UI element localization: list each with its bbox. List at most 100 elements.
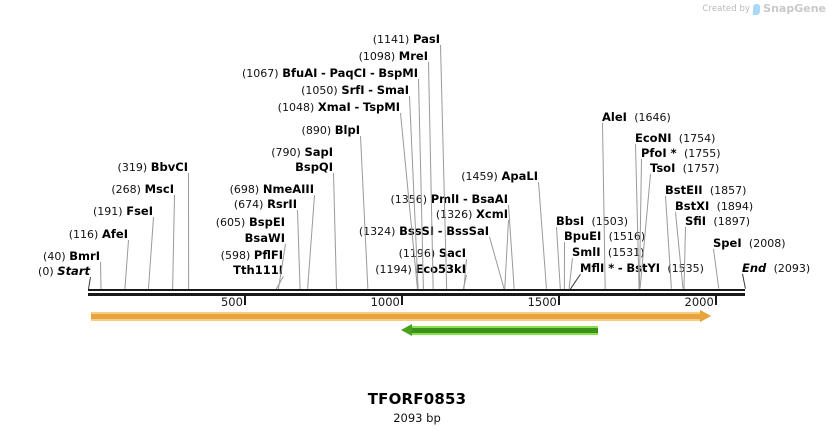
site-name: MscI — [144, 182, 174, 196]
site-label-191: (191) FseI — [93, 205, 153, 218]
sequence-name: TFORF0853 — [367, 390, 467, 408]
site-name: ApaLI — [501, 169, 539, 183]
site-position: (1048) — [277, 101, 315, 114]
site-name: PfoI * — [641, 146, 677, 160]
ruler-tick — [243, 296, 246, 305]
site-label-1459: (1459) ApaLI — [461, 170, 538, 183]
ruler-bar-bottom — [88, 293, 745, 296]
site-label-1516: BpuEI (1516) — [564, 230, 645, 243]
marker-label-end: End (2093) — [742, 262, 810, 275]
site-name: BstXI — [675, 199, 710, 213]
site-name: BspMI — [378, 66, 418, 80]
site-label-605: (605) BspEI — [216, 216, 285, 229]
ruler-tick — [557, 296, 560, 305]
credit-brand: SnapGene — [763, 2, 826, 15]
name-separator: - — [369, 66, 375, 80]
site-name: SrfI — [341, 83, 365, 97]
site-label-1141: (1141) PasI — [373, 33, 440, 46]
site-position: (790) — [271, 146, 301, 159]
site-name: AleI — [602, 110, 627, 124]
site-label-2008: SpeI (2008) — [713, 237, 785, 250]
site-label-890: (890) BlpI — [302, 124, 360, 137]
site-position: (1067) — [242, 67, 279, 80]
site-position: (1755) — [683, 147, 721, 160]
site-position: (605) — [215, 216, 246, 229]
site-label-116: (116) AfeI — [69, 228, 128, 241]
site-label-1067: (1067) BfuAI - PaqCI - BspMI — [242, 67, 418, 80]
marker-label-start: (0) Start — [38, 265, 90, 278]
site-name: Start — [57, 264, 90, 278]
site-name: TspMI — [362, 100, 400, 114]
site-label-598b: Tth111I — [233, 264, 283, 276]
site-name: RsrII — [267, 197, 297, 211]
site-position: (674) — [233, 198, 264, 211]
site-name: MflI * — [580, 261, 615, 275]
site-name: FseI — [126, 204, 153, 218]
feature-arrow-forward[interactable] — [91, 310, 711, 322]
site-label-1897: SfiI (1897) — [685, 215, 750, 228]
site-name: BbsI — [556, 214, 585, 228]
site-name: NmeAIII — [262, 182, 314, 196]
site-label-1048: (1048) XmaI - TspMI — [278, 101, 400, 114]
site-label-790: (790) SapI — [271, 146, 333, 159]
site-label-790b: BspQI — [295, 161, 333, 173]
site-label-319: (319) BbvCI — [118, 161, 188, 174]
site-position: (1897) — [713, 215, 750, 228]
ruler-tick-label: 1500 — [527, 295, 557, 309]
site-name: BstEII — [665, 183, 703, 197]
site-name: PmlI — [430, 192, 460, 206]
site-position: (0) — [38, 265, 54, 278]
site-label-1646: AleI (1646) — [602, 111, 671, 124]
feature-arrowhead — [700, 310, 711, 322]
site-position: (598) — [220, 249, 251, 262]
site-name: BssSI — [399, 224, 435, 238]
name-separator: - — [617, 261, 623, 275]
feature-arrow-reverse[interactable] — [401, 324, 598, 336]
site-name: Eco53kI — [415, 262, 466, 276]
site-position: (1459) — [461, 170, 498, 183]
site-name: BsaWI — [244, 231, 285, 245]
site-position: (1531) — [607, 246, 645, 259]
site-name: BmrI — [69, 249, 100, 263]
site-position: (319) — [117, 161, 148, 174]
site-label-268: (268) MscI — [111, 183, 174, 196]
site-label-1757: TsoI (1757) — [650, 162, 719, 175]
ruler-tick-label: 500 — [220, 295, 243, 309]
site-name: PaqCI — [329, 66, 367, 80]
credit-prefix: Created by — [702, 3, 751, 14]
site-label-1194: (1194) Eco53kI — [375, 263, 466, 276]
site-position: (890) — [301, 124, 332, 137]
site-label-1098: (1098) MreI — [359, 50, 428, 63]
site-name: AfeI — [102, 227, 128, 241]
name-separator: - — [368, 83, 374, 97]
site-name: XmaI — [317, 100, 351, 114]
site-name: End — [742, 261, 767, 275]
feature-arrowhead — [401, 324, 412, 336]
site-position: (1754) — [678, 132, 716, 145]
site-name: BlpI — [334, 123, 360, 137]
site-position: (1757) — [682, 162, 720, 175]
site-label-698: (698) NmeAIII — [230, 183, 314, 196]
site-name: BspQI — [295, 160, 333, 174]
site-label-1894: BstXI (1894) — [675, 200, 753, 213]
site-name: BsaAI — [471, 192, 508, 206]
site-name: SmaI — [376, 83, 409, 97]
site-position: (191) — [92, 205, 123, 218]
site-name: BfuAI — [282, 66, 318, 80]
site-position: (1141) — [372, 33, 410, 46]
name-separator: - — [437, 224, 443, 238]
site-position: (698) — [229, 183, 260, 196]
site-name: TsoI — [650, 161, 676, 175]
site-position: (1894) — [716, 200, 754, 213]
site-label-1050: (1050) SrfI - SmaI — [301, 84, 409, 97]
site-name: SapI — [304, 145, 333, 159]
site-position: (1194) — [375, 263, 412, 276]
site-position: (1516) — [608, 230, 646, 243]
site-label-605b: BsaWI — [245, 232, 285, 244]
site-position: (268) — [111, 183, 141, 196]
site-name: SfiI — [685, 214, 707, 228]
site-label-1531: SmlI (1531) — [572, 246, 644, 259]
name-separator: - — [321, 66, 326, 80]
